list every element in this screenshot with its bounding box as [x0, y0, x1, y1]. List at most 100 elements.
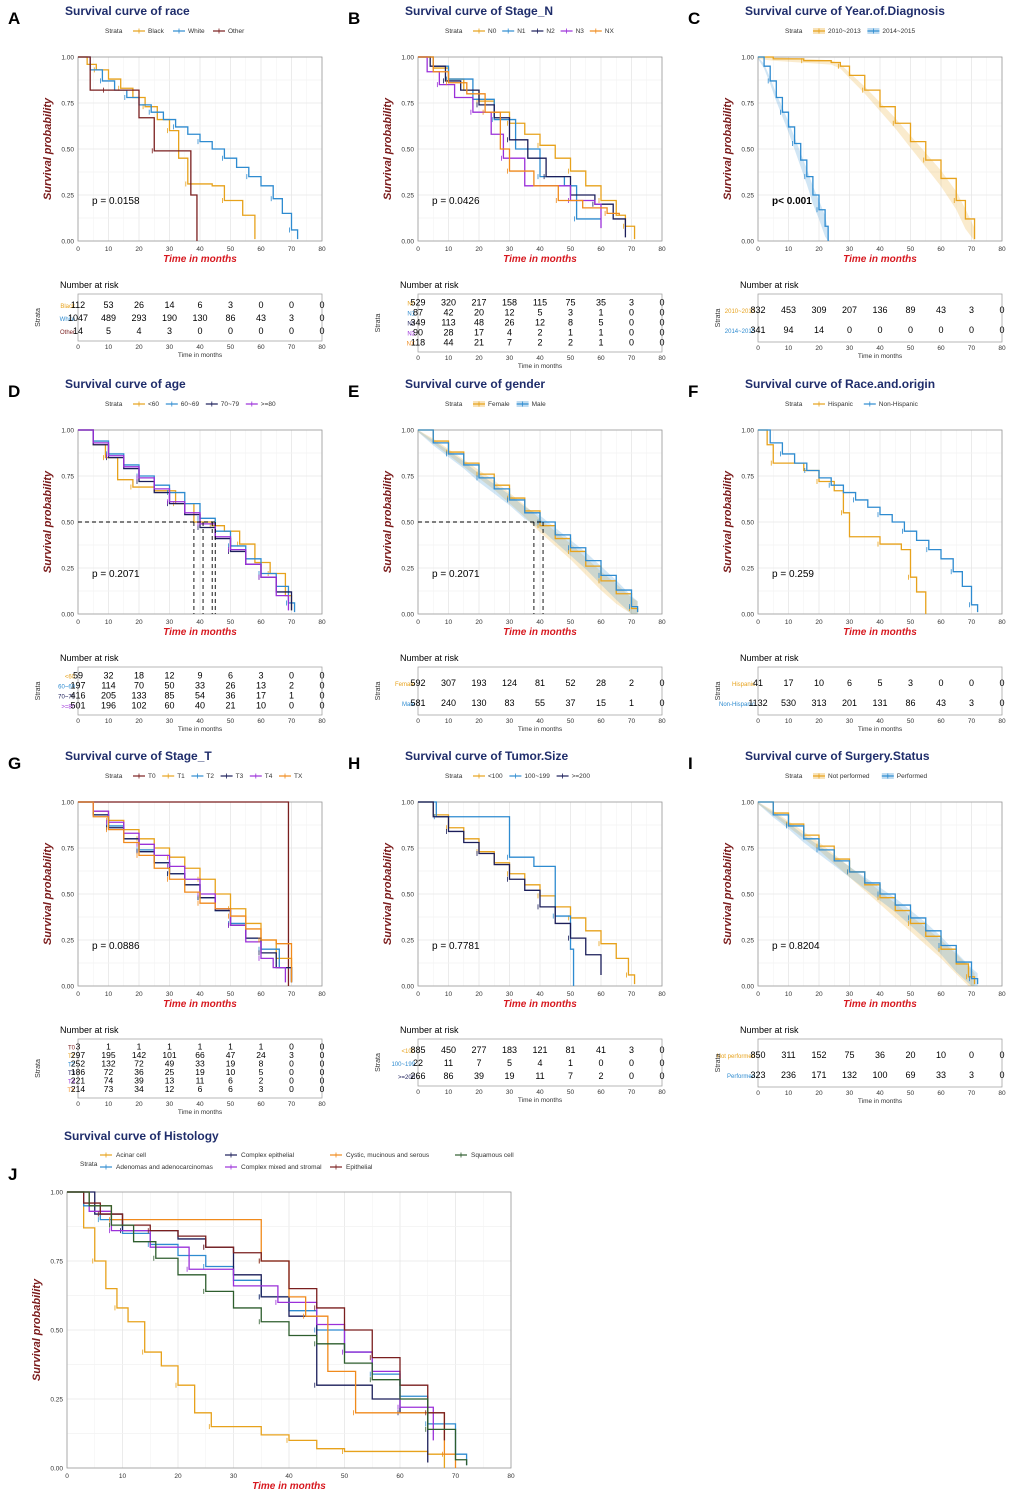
risk-cell: 3: [167, 326, 172, 336]
risk-cell: 0: [969, 678, 974, 688]
risk-cell: 74: [104, 1075, 114, 1085]
x-tick-label: 80: [998, 246, 1006, 253]
ci-band-0: [418, 430, 638, 614]
x-tick-label: 20: [815, 246, 823, 253]
risk-cell: 17: [783, 678, 793, 688]
p-value: p = 0.0426: [432, 196, 480, 207]
risk-cell: 8: [568, 318, 573, 328]
legend-title: Strata: [105, 773, 123, 780]
risk-x-tick: 20: [815, 1090, 823, 1097]
risk-cell: 85: [164, 691, 174, 701]
survival-curve-epithelial: [67, 1191, 446, 1441]
risk-row-label: <60: [65, 675, 76, 681]
risk-cell: 81: [535, 678, 545, 688]
risk-cell: 12: [504, 308, 514, 318]
risk-cell: 0: [999, 1050, 1004, 1060]
risk-cell: 26: [134, 300, 144, 310]
y-tick-label: 0.25: [401, 193, 414, 200]
x-tick-label: 80: [998, 619, 1006, 626]
survival-curve-other: [78, 56, 198, 241]
survival-curve-squamous-cell: [67, 1191, 468, 1466]
risk-table-title: Number at risk: [400, 1025, 459, 1035]
risk-x-tick: 70: [288, 718, 296, 725]
legend-label: 60~69: [181, 401, 200, 408]
plot-border: [417, 801, 663, 987]
y-tick-label: 0.50: [401, 520, 414, 527]
legend-label: Adenomas and adenocarcinomas: [116, 1164, 214, 1171]
risk-strata-label: Strata: [35, 1059, 42, 1078]
legend-title: Strata: [105, 401, 123, 408]
risk-cell: 190: [162, 313, 177, 323]
x-axis-label: Time in months: [843, 627, 917, 638]
risk-row-label: N0: [407, 302, 415, 308]
risk-cell: 13: [256, 681, 266, 691]
risk-cell: 41: [596, 1045, 606, 1055]
x-tick-label: 70: [452, 1473, 460, 1480]
risk-cell: 42: [443, 308, 453, 318]
risk-x-tick: 80: [658, 1089, 666, 1096]
risk-cell: 3: [629, 1045, 634, 1055]
risk-cell: 0: [629, 318, 634, 328]
risk-x-tick: 60: [257, 1101, 265, 1108]
risk-cell: 124: [502, 678, 517, 688]
risk-x-tick: 40: [876, 345, 884, 352]
ci-band-0: [758, 57, 975, 241]
risk-x-tick: 10: [445, 718, 453, 725]
risk-cell: 6: [198, 1084, 203, 1094]
risk-strata-label: Strata: [35, 682, 42, 701]
legend-label: T2: [206, 773, 214, 780]
risk-x-label: Time in months: [858, 1098, 903, 1105]
risk-cell: 453: [781, 305, 796, 315]
risk-cell: 0: [320, 1050, 325, 1060]
x-tick-label: 60: [396, 1473, 404, 1480]
risk-x-tick: 50: [227, 718, 235, 725]
x-tick-label: 60: [937, 991, 945, 998]
risk-x-tick: 60: [257, 344, 265, 351]
risk-x-tick: 40: [536, 1089, 544, 1096]
risk-cell: 236: [781, 1070, 796, 1080]
x-tick-label: 40: [285, 1473, 293, 1480]
risk-x-tick: 30: [846, 345, 854, 352]
legend-label: Epithelial: [346, 1164, 373, 1171]
risk-cell: 55: [535, 698, 545, 708]
survival-curve-2010-2013: [758, 56, 976, 240]
risk-cell: 101: [162, 1050, 176, 1060]
y-tick-label: 1.00: [50, 1190, 63, 1197]
risk-cell: 28: [596, 678, 606, 688]
risk-cell: 489: [101, 313, 116, 323]
risk-x-tick: 10: [445, 1089, 453, 1096]
risk-table-border: [77, 1038, 323, 1099]
risk-cell: 0: [289, 1041, 294, 1051]
risk-cell: 37: [565, 698, 575, 708]
risk-cell: 87: [413, 308, 423, 318]
risk-cell: 3: [259, 1084, 264, 1094]
x-tick-label: 80: [658, 619, 666, 626]
x-tick-label: 0: [416, 991, 420, 998]
risk-cell: 33: [936, 1070, 946, 1080]
risk-x-tick: 50: [227, 1101, 235, 1108]
y-tick-label: 0.00: [401, 239, 414, 246]
y-axis-label: Survival probability: [382, 470, 394, 573]
legend-label: >=80: [261, 401, 276, 408]
y-tick-label: 0.50: [61, 520, 74, 527]
panel-letter: G: [8, 754, 21, 773]
risk-x-tick: 0: [416, 355, 420, 362]
risk-cell: 0: [598, 1058, 603, 1068]
survival-curve-2014-2015: [758, 56, 829, 241]
plot-border: [757, 429, 1003, 615]
risk-cell: 114: [101, 681, 115, 691]
risk-x-tick: 40: [876, 718, 884, 725]
risk-cell: 313: [811, 698, 826, 708]
risk-cell: 3: [908, 678, 913, 688]
risk-x-label: Time in months: [518, 726, 563, 733]
y-tick-label: 1.00: [401, 428, 414, 435]
survival-curve--100: [418, 801, 636, 985]
p-value: p = 0.0886: [92, 941, 140, 952]
risk-cell: 0: [999, 1070, 1004, 1080]
legend-title: Strata: [105, 28, 123, 35]
risk-row-label: 60~69: [58, 685, 76, 691]
risk-cell: 100: [872, 1070, 887, 1080]
x-axis-label: Time in months: [163, 627, 237, 638]
p-value: p = 0.0158: [92, 196, 140, 207]
y-tick-label: 1.00: [741, 428, 754, 435]
